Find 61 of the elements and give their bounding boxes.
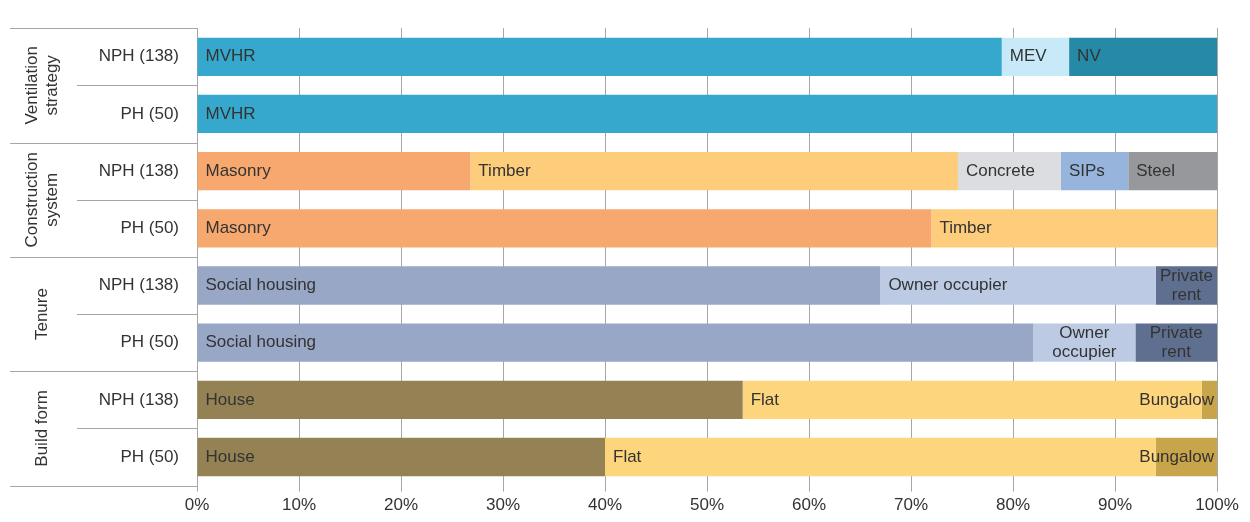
text: Social housing — [205, 332, 317, 352]
y-tick-label: NPH (138) — [98, 160, 179, 180]
y-tick-label: PH (50) — [120, 218, 179, 237]
y-tick-label: NPH (138) — [98, 46, 179, 66]
x-tick-label: 30% — [485, 495, 521, 515]
series-label: Social housing — [205, 275, 317, 295]
bar — [931, 209, 1217, 248]
text: Ventilation strategy — [21, 46, 61, 125]
x-tick-label: 70% — [893, 495, 929, 515]
text: Construction system — [21, 152, 61, 248]
bar — [470, 151, 958, 191]
x-tick-label: 40% — [587, 495, 623, 515]
series-label: Masonry — [205, 160, 272, 180]
text: Masonry — [205, 218, 271, 237]
text: Timber — [939, 218, 992, 237]
x-tick-label: 10% — [281, 495, 317, 515]
series-label: Private rent — [1159, 265, 1213, 304]
series-label: Steel — [1136, 160, 1176, 180]
x-tick-label: 80% — [995, 495, 1031, 515]
bar — [1060, 151, 1129, 191]
y-tick-label: PH (50) — [120, 332, 179, 352]
x-tick-label: 0% — [184, 495, 210, 515]
y-tick-label: PH (50) — [120, 446, 179, 466]
x-tick-label: 60% — [791, 495, 827, 515]
bar — [1069, 37, 1217, 76]
text: MVHR — [205, 103, 256, 123]
text: Build form — [31, 390, 51, 467]
text: Private rent — [1149, 322, 1203, 361]
bar — [197, 323, 1034, 362]
bar — [1128, 151, 1217, 191]
series-label: MEV — [1009, 46, 1048, 66]
x-tick-label: 50% — [689, 495, 725, 515]
bar — [197, 266, 881, 305]
series-label: House — [205, 389, 255, 409]
x-tick-label: 100% — [1195, 495, 1239, 515]
bar — [197, 94, 1217, 134]
text: House — [205, 446, 255, 466]
series-label: Bungalow — [1139, 389, 1215, 409]
y-tick-label: NPH (138) — [98, 275, 179, 295]
bar — [197, 209, 932, 248]
series-label: Timber — [478, 160, 531, 180]
x-tick-label: 20% — [383, 495, 419, 515]
text: Owner occupier — [888, 275, 1008, 295]
bar — [880, 266, 1156, 305]
bar — [197, 37, 1002, 76]
bar — [197, 437, 605, 477]
bar — [197, 380, 743, 419]
series-label: MVHR — [205, 46, 256, 66]
y-tick-label: NPH (138) — [98, 389, 179, 409]
series-label: Concrete — [965, 160, 1035, 180]
text: Flat — [613, 446, 642, 466]
x-tick-label: 90% — [1097, 495, 1133, 515]
series-label: SIPs — [1068, 160, 1105, 180]
series-label: NV — [1077, 46, 1102, 66]
text: Tenure — [31, 288, 51, 341]
bar — [197, 151, 471, 191]
y-tick-label: PH (50) — [120, 103, 179, 123]
series-label: Owner occupier — [1052, 322, 1117, 361]
text: Bungalow — [1139, 446, 1214, 466]
bar — [1001, 37, 1070, 76]
series-label: Flat — [750, 389, 780, 409]
